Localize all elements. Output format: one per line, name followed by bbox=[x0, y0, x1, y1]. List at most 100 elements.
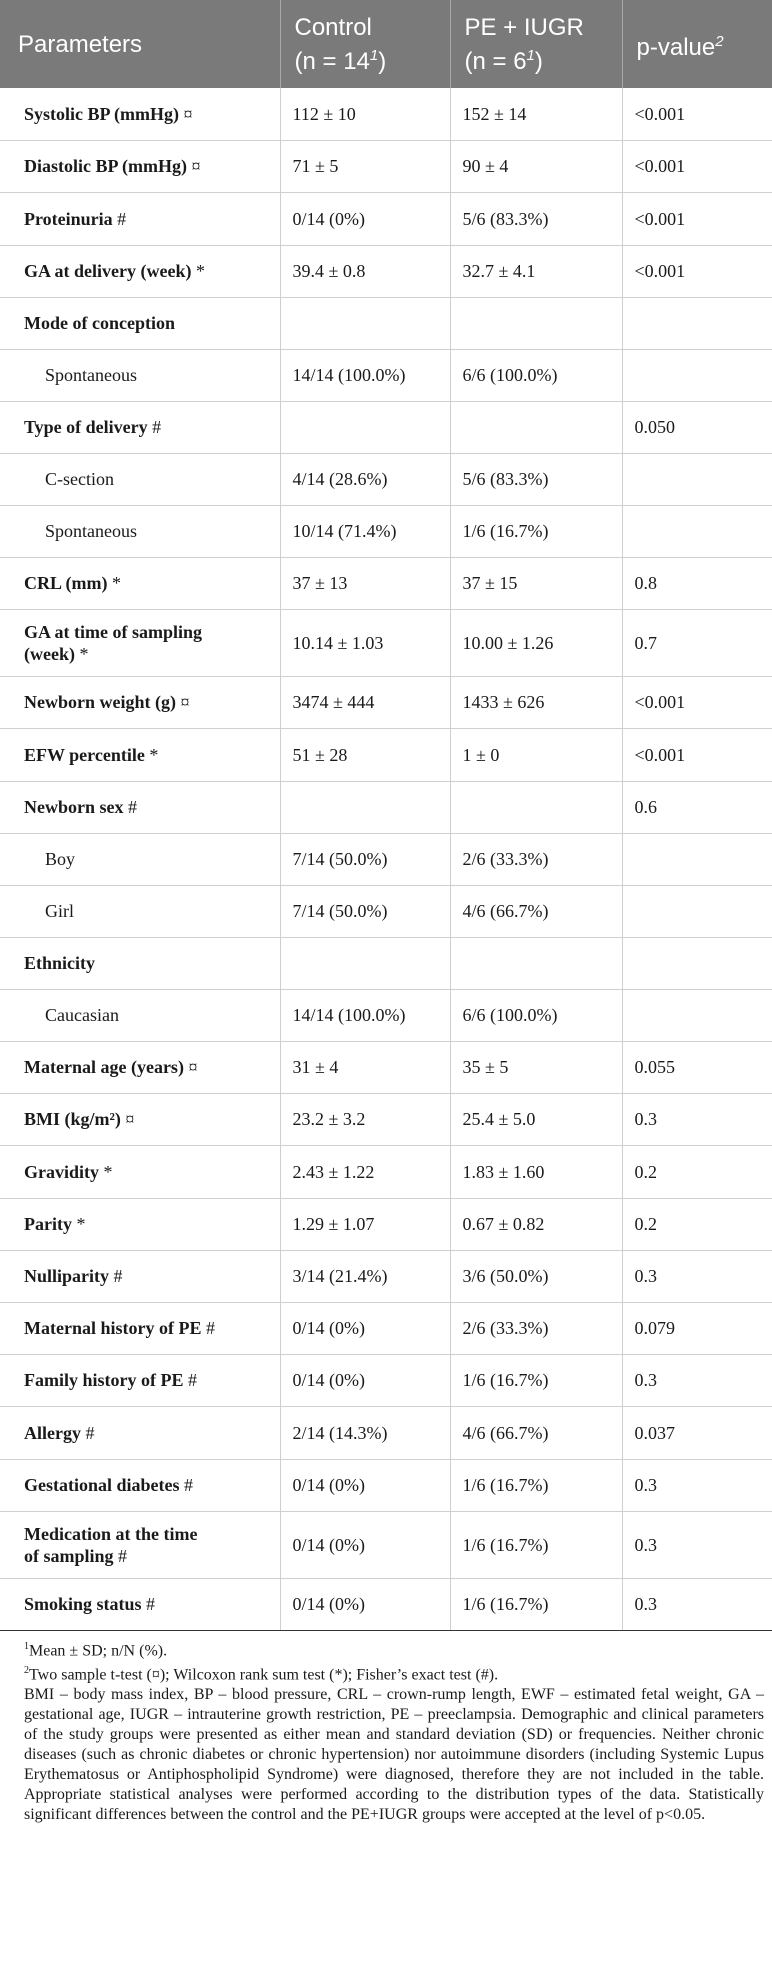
cell-p-value: 0.6 bbox=[621, 781, 772, 834]
cell-control: 37 ± 13 bbox=[279, 557, 450, 610]
cell-pe-iugr bbox=[449, 401, 622, 454]
cell-pe-iugr bbox=[449, 781, 622, 834]
cell-parameter: GA at delivery (week) * bbox=[0, 245, 280, 298]
header-p-value: p-value2 bbox=[621, 0, 772, 88]
cell-parameter: Proteinuria # bbox=[0, 192, 280, 246]
cell-control bbox=[279, 297, 450, 350]
cell-p-value bbox=[621, 349, 772, 402]
cell-pe-iugr: 10.00 ± 1.26 bbox=[449, 609, 622, 677]
cell-parameter: CRL (mm) * bbox=[0, 557, 280, 610]
footnote-body: BMI – body mass index, BP – blood pressu… bbox=[24, 1686, 764, 1824]
table-row: Mode of conception bbox=[0, 297, 772, 350]
cell-pe-iugr: 1 ± 0 bbox=[449, 728, 622, 782]
table-row: BMI (kg/m²) ¤ 23.2 ± 3.2 25.4 ± 5.0 0.3 bbox=[0, 1093, 772, 1146]
test-marker: * bbox=[149, 744, 159, 765]
table-body: Systolic BP (mmHg) ¤ 112 ± 10 152 ± 14 <0.0… bbox=[0, 88, 772, 1631]
test-marker: # bbox=[188, 1370, 197, 1390]
cell-pe-iugr: 5/6 (83.3%) bbox=[449, 192, 622, 246]
table-row: Nulliparity #3/14 (21.4%) 3/6 (50.0%) 0.3 bbox=[0, 1250, 772, 1303]
table-row: GA at delivery (week) * 39.4 ± 0.8 32.7 ± … bbox=[0, 245, 772, 298]
cell-control: 14/14 (100.0%) bbox=[279, 989, 450, 1042]
cell-parameter: Caucasian bbox=[0, 989, 280, 1042]
table-row: Systolic BP (mmHg) ¤ 112 ± 10 152 ± 14 <0.0… bbox=[0, 88, 772, 141]
table-row: Gestational diabetes #0/14 (0%) 1/6 (16.7… bbox=[0, 1459, 772, 1512]
cell-p-value: 0.3 bbox=[621, 1354, 772, 1407]
cell-control: 0/14 (0%) bbox=[279, 192, 450, 246]
test-marker: # bbox=[146, 1594, 156, 1614]
cell-pe-iugr: 1/6 (16.7%) bbox=[449, 1354, 622, 1407]
cell-control: 7/14 (50.0%) bbox=[279, 885, 450, 938]
cell-pe-iugr: 37 ± 15 bbox=[449, 557, 622, 610]
cell-pe-iugr: 1/6 (16.7%) bbox=[449, 1511, 622, 1579]
cell-p-value: 0.079 bbox=[621, 1302, 772, 1355]
cell-control bbox=[279, 781, 450, 834]
cell-parameter: Diastolic BP (mmHg) ¤ bbox=[0, 140, 280, 193]
cell-p-value: 0.3 bbox=[621, 1093, 772, 1146]
cell-p-value bbox=[621, 885, 772, 938]
test-marker: # bbox=[85, 1422, 95, 1443]
cell-pe-iugr bbox=[449, 297, 622, 350]
test-marker: ¤ bbox=[180, 692, 190, 712]
cell-parameter: Maternal history of PE # bbox=[0, 1302, 280, 1355]
cell-control bbox=[279, 401, 450, 454]
cell-control: 0/14 (0%) bbox=[279, 1511, 450, 1579]
table-row: Parity * 1.29 ± 1.07 0.67 ± 0.82 0.2 bbox=[0, 1198, 772, 1251]
cell-pe-iugr: 32.7 ± 4.1 bbox=[449, 245, 622, 298]
test-marker: ¤ bbox=[191, 156, 201, 176]
cell-parameter: Spontaneous bbox=[0, 505, 280, 558]
header-pe-iugr: PE + IUGR (n = 61) bbox=[449, 0, 622, 88]
footnote-1: 1Mean ± SD; n/N (%). bbox=[24, 1640, 168, 1659]
cell-parameter: BMI (kg/m²) ¤ bbox=[0, 1093, 280, 1146]
table-row: Type of delivery # 0.050 bbox=[0, 401, 772, 454]
cell-control: 10/14 (71.4%) bbox=[279, 505, 450, 558]
cell-control: 112 ± 10 bbox=[279, 88, 450, 141]
cell-p-value bbox=[621, 937, 772, 990]
cell-pe-iugr: 1433 ± 626 bbox=[449, 676, 622, 729]
table-row: Family history of PE #0/14 (0%) 1/6 (16.7… bbox=[0, 1354, 772, 1407]
cell-pe-iugr: 0.67 ± 0.82 bbox=[449, 1198, 622, 1251]
cell-parameter: Boy bbox=[0, 833, 280, 886]
cell-pe-iugr: 3/6 (50.0%) bbox=[449, 1250, 622, 1303]
cell-parameter: Parity * bbox=[0, 1198, 280, 1251]
test-marker: ¤ bbox=[125, 1109, 135, 1129]
table-row: C-section 4/14 (28.6%) 5/6 (83.3%) bbox=[0, 453, 772, 506]
test-marker: # bbox=[205, 1318, 215, 1338]
cell-p-value: <0.001 bbox=[621, 140, 772, 193]
cell-pe-iugr: 1.83 ± 1.60 bbox=[449, 1145, 622, 1199]
cell-parameter: Smoking status # bbox=[0, 1578, 280, 1631]
cell-parameter: Gravidity * bbox=[0, 1145, 280, 1199]
cell-p-value: 0.3 bbox=[621, 1250, 772, 1303]
cell-p-value: 0.3 bbox=[621, 1578, 772, 1631]
cell-control: 2.43 ± 1.22 bbox=[279, 1145, 450, 1199]
cell-p-value: 0.2 bbox=[621, 1198, 772, 1251]
cell-control: 4/14 (28.6%) bbox=[279, 453, 450, 506]
cell-pe-iugr: 6/6 (100.0%) bbox=[449, 989, 622, 1042]
table-row: Maternal history of PE #0/14 (0%) 2/6 (33… bbox=[0, 1302, 772, 1355]
table-row: Boy 7/14 (50.0%) 2/6 (33.3%) bbox=[0, 833, 772, 886]
cell-p-value: 0.7 bbox=[621, 609, 772, 677]
cell-control: 3474 ± 444 bbox=[279, 676, 450, 729]
cell-p-value bbox=[621, 505, 772, 558]
cell-parameter: Systolic BP (mmHg) ¤ bbox=[0, 88, 280, 141]
cell-control: 51 ± 28 bbox=[279, 728, 450, 782]
cell-parameter: Newborn sex # bbox=[0, 781, 280, 834]
cell-pe-iugr bbox=[449, 937, 622, 990]
test-marker: * bbox=[103, 1161, 113, 1182]
cell-p-value bbox=[621, 297, 772, 350]
table-document: Parameters Control (n = 141) PE + IUGR (n … bbox=[0, 0, 772, 1824]
cell-pe-iugr: 35 ± 5 bbox=[449, 1041, 622, 1094]
cell-control: 0/14 (0%) bbox=[279, 1459, 450, 1512]
table-row: Caucasian 14/14 (100.0%) 6/6 (100.0%) bbox=[0, 989, 772, 1042]
cell-pe-iugr: 4/6 (66.7%) bbox=[449, 1406, 622, 1460]
cell-control: 0/14 (0%) bbox=[279, 1354, 450, 1407]
cell-p-value: 0.3 bbox=[621, 1511, 772, 1579]
cell-pe-iugr: 90 ± 4 bbox=[449, 140, 622, 193]
table-row: Medication at the time of sampling #0/14 … bbox=[0, 1511, 772, 1579]
test-marker: ¤ bbox=[183, 103, 193, 124]
cell-control: 10.14 ± 1.03 bbox=[279, 609, 450, 677]
cell-p-value: 0.050 bbox=[621, 401, 772, 454]
footnote-2: 2Two sample t-test (¤); Wilcoxon rank su… bbox=[24, 1664, 499, 1684]
table-row: CRL (mm) * 37 ± 13 37 ± 15 0.8 bbox=[0, 557, 772, 610]
cell-p-value bbox=[621, 453, 772, 506]
cell-p-value: 0.037 bbox=[621, 1406, 772, 1460]
